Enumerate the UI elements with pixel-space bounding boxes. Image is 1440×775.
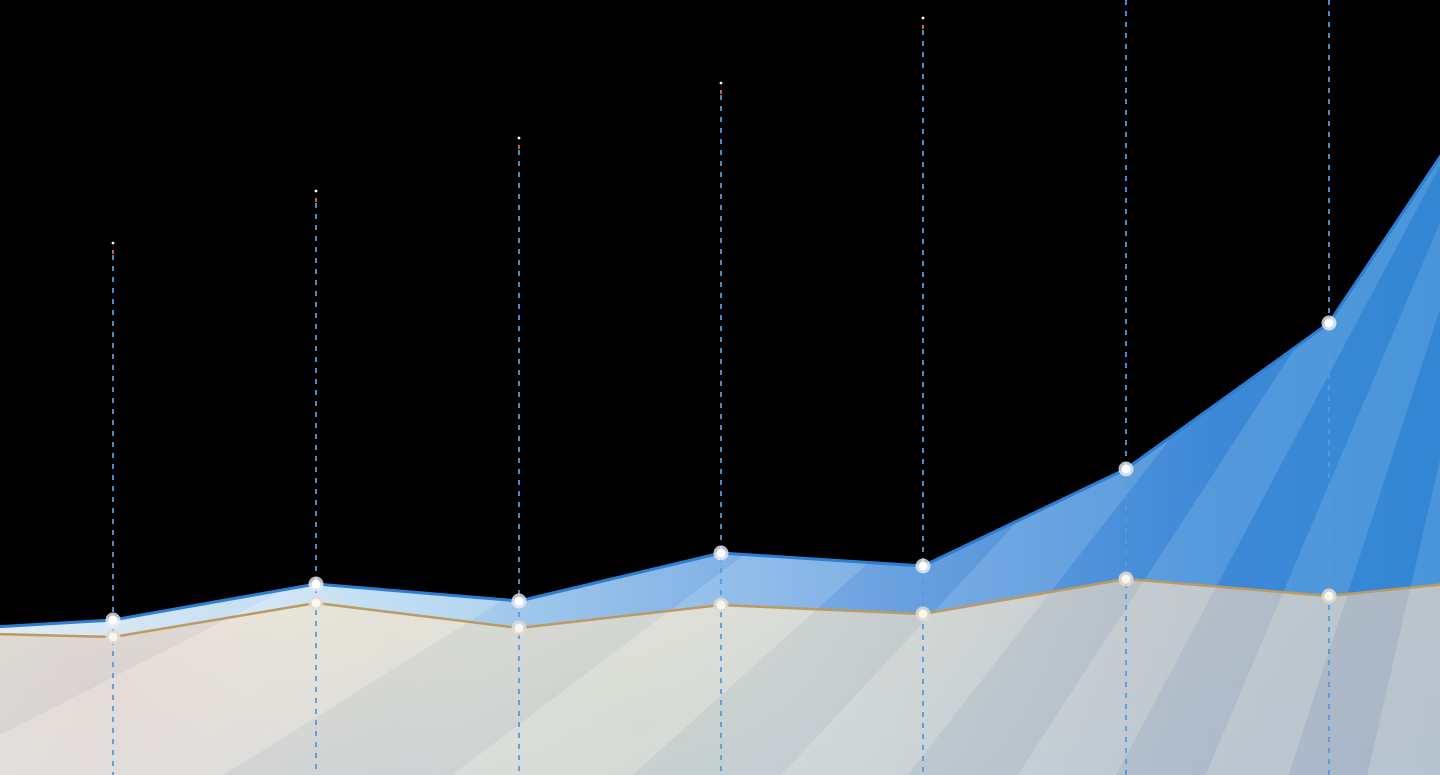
gridline-top-spark-white bbox=[517, 136, 521, 140]
data-point-markers bbox=[105, 315, 1337, 645]
ray-band bbox=[339, 148, 1440, 775]
gridline-top-spark-white bbox=[921, 16, 925, 20]
ray-band bbox=[143, 148, 1440, 775]
gridline-top-spark-white bbox=[314, 189, 318, 193]
blue-data-point-dot bbox=[1121, 464, 1131, 474]
tan-data-point-dot bbox=[716, 600, 726, 610]
gridline-top-spark-orange bbox=[720, 90, 722, 94]
pink-tint-blob bbox=[0, 579, 410, 775]
tan-data-point-dot bbox=[514, 623, 524, 633]
blue-area-fill bbox=[0, 156, 1440, 637]
gridline-top-spark-orange bbox=[315, 198, 317, 202]
gridline-top-spark-orange bbox=[922, 25, 924, 29]
tan-data-point-dot bbox=[918, 609, 928, 619]
tan-data-point-dot bbox=[1121, 574, 1131, 584]
ray-band bbox=[544, 148, 1440, 775]
blue-data-point-dot bbox=[108, 615, 118, 625]
tan-data-point-dot bbox=[1324, 591, 1334, 601]
tan-data-point-dot bbox=[311, 598, 321, 608]
gridline-top-spark-white bbox=[719, 81, 723, 85]
tan-data-point-dot bbox=[108, 632, 118, 642]
blue-data-point-dot bbox=[514, 596, 524, 606]
gridlines bbox=[111, 0, 1330, 775]
ray-band bbox=[975, 148, 1440, 775]
blue-data-point-dot bbox=[716, 548, 726, 558]
gridline-top-spark-orange bbox=[518, 145, 520, 149]
blue-data-point-dot bbox=[918, 561, 928, 571]
blue-data-point-dot bbox=[311, 579, 321, 589]
ray-band bbox=[756, 148, 1440, 775]
gridline-top-spark-white bbox=[111, 241, 115, 245]
blue-data-point-dot bbox=[1324, 318, 1334, 328]
gridline-top-spark-orange bbox=[112, 250, 114, 254]
